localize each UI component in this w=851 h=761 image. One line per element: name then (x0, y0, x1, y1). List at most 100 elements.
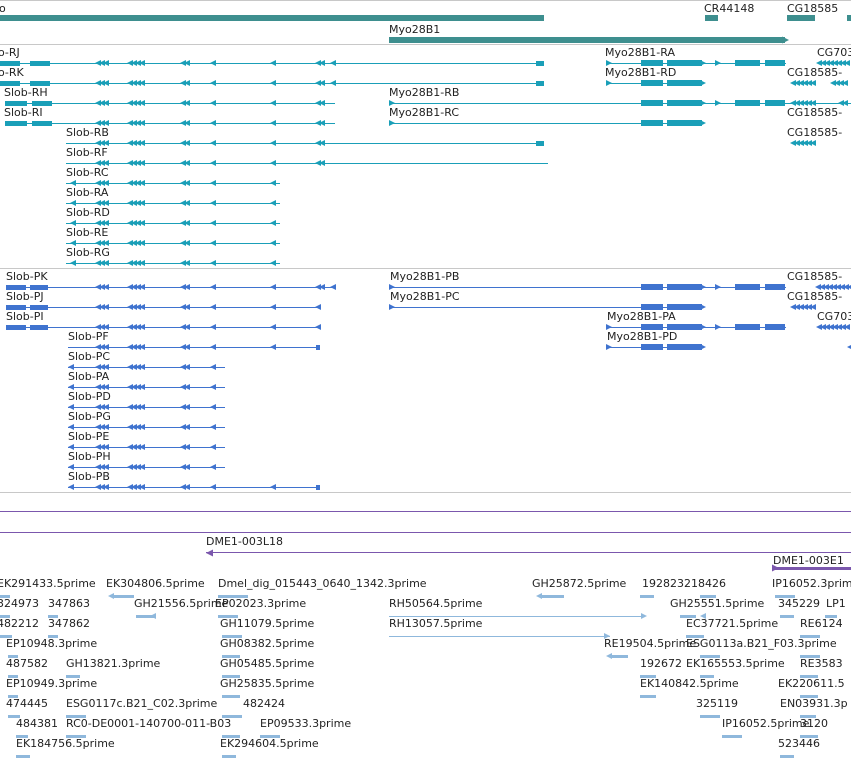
transcript-label[interactable]: Slob-RF (66, 146, 108, 159)
transcript-label[interactable]: Slob-RB (66, 126, 109, 139)
est-label[interactable]: EK140842.5prime (640, 677, 739, 690)
est-label[interactable]: 324973 (0, 597, 39, 610)
transcript-label[interactable]: Slob-RC (66, 166, 109, 179)
est-label[interactable]: EK304806.5prime (106, 577, 205, 590)
est-label[interactable]: 523446 (778, 737, 820, 750)
est-label[interactable]: LP1 (826, 597, 846, 610)
transcript-label[interactable]: Slob-RD (66, 206, 110, 219)
est-label[interactable]: RH13057.5prime (389, 617, 483, 630)
transcript-label[interactable]: Slob-PF (68, 330, 109, 343)
transcript-label[interactable]: o-RJ (0, 46, 20, 59)
transcript-label[interactable]: Myo28B1-RA (605, 46, 675, 59)
est-label[interactable]: 484381 (16, 717, 58, 730)
est-label[interactable]: EC37721.5prime (686, 617, 779, 630)
est-label[interactable]: ESG0117c.B21_C02.3prime (66, 697, 218, 710)
est-label[interactable]: 345229 (778, 597, 820, 610)
est-label[interactable]: 482424 (243, 697, 285, 710)
transcript-label[interactable]: Slob-PC (68, 350, 111, 363)
transcript-label[interactable]: Slob-RH (4, 86, 48, 99)
est-label[interactable]: EK294604.5prime (220, 737, 319, 750)
gene-label-myo28b1[interactable]: Myo28B1 (389, 23, 441, 36)
est-label[interactable]: EP10948.3prime (6, 637, 98, 650)
transcript-label[interactable]: Slob-PH (68, 450, 111, 463)
est-label[interactable]: 218426 (684, 577, 726, 590)
strand-arrow-icon (127, 364, 133, 370)
transcript-label[interactable]: Slob-RE (66, 226, 109, 239)
est-label[interactable]: EK291433.5prime (0, 577, 96, 590)
strand-arrow-icon (794, 140, 800, 146)
transcript-label[interactable]: Slob-PD (68, 390, 111, 403)
transcript-label[interactable]: Slob-PE (68, 430, 110, 443)
transcript-label[interactable]: CG18585- (787, 106, 843, 119)
est-label[interactable]: 325119 (696, 697, 738, 710)
transcript-label[interactable]: CG18585- (787, 126, 843, 139)
transcript-label[interactable]: CG18585- (787, 66, 843, 79)
transcript-label[interactable]: Slob-PI (6, 310, 44, 323)
strand-arrow-icon (135, 284, 141, 290)
est-label[interactable]: GH25835.5prime (220, 677, 315, 690)
est-label[interactable]: 474445 (6, 697, 48, 710)
transcript-label[interactable]: Slob-PA (68, 370, 110, 383)
est-label[interactable]: EP09533.3prime (260, 717, 352, 730)
est-label[interactable]: 192672 (640, 657, 682, 670)
transcript-label[interactable]: Myo28B1-PA (607, 310, 676, 323)
transcript-label[interactable]: Myo28B1-RC (389, 106, 460, 119)
est-label[interactable]: GH21556.5prime (134, 597, 229, 610)
est-label[interactable]: 487582 (6, 657, 48, 670)
est-label[interactable]: ESG0113a.B21_F03.3prime (686, 637, 837, 650)
transcript-label[interactable]: Slob-PB (68, 470, 110, 483)
transcript-label[interactable]: Myo28B1-PC (390, 290, 460, 303)
transcript-label[interactable]: CG703 (817, 46, 851, 59)
est-label[interactable]: RE6124 (800, 617, 843, 630)
est-label[interactable]: EK165553.5prime (686, 657, 785, 670)
est-label[interactable]: EP02023.3prime (215, 597, 307, 610)
est-label[interactable]: RH50564.5prime (389, 597, 483, 610)
transcript-label[interactable]: Slob-PG (68, 410, 111, 423)
est-label[interactable]: 192823 (642, 577, 684, 590)
est-label[interactable]: EK184756.5prime (16, 737, 115, 750)
strand-arrow-icon (210, 260, 216, 266)
est-label[interactable]: EP10949.3prime (6, 677, 98, 690)
transcript-label[interactable]: Slob-RI (4, 106, 43, 119)
gene-bar-myo28b1 (389, 37, 785, 43)
est-label[interactable]: GH13821.3prime (66, 657, 161, 670)
est-label[interactable]: GH05485.5prime (220, 657, 315, 670)
transcript-label[interactable]: Slob-RG (66, 246, 110, 259)
est-label[interactable]: EN03931.3p (780, 697, 848, 710)
transcript-label[interactable]: CG18585- (787, 290, 843, 303)
strand-arrow-icon (95, 80, 101, 86)
clone-label[interactable]: DME1-003L18 (206, 535, 283, 548)
gene-label-cg18585[interactable]: CG18585 (787, 2, 839, 15)
est-bar (0, 635, 12, 638)
est-label[interactable]: EK220611.5 (778, 677, 845, 690)
exon-block (765, 284, 785, 290)
est-label[interactable]: GH25872.5prime (532, 577, 627, 590)
transcript-label[interactable]: Myo28B1-RB (389, 86, 460, 99)
est-label[interactable]: 3120 (800, 717, 828, 730)
est-label[interactable]: 482212 (0, 617, 39, 630)
est-label[interactable]: 347863 (48, 597, 90, 610)
transcript-label[interactable]: Slob-PJ (6, 290, 44, 303)
est-label[interactable]: GH11079.5prime (220, 617, 315, 630)
est-label[interactable]: GH25551.5prime (670, 597, 765, 610)
est-label[interactable]: IP16052.5prime (722, 717, 810, 730)
est-label[interactable]: RC0-DE0001-140700-011-B03 (66, 717, 232, 730)
transcript-label[interactable]: CG18585- (787, 270, 843, 283)
transcript-label[interactable]: Slob-RA (66, 186, 109, 199)
est-label[interactable]: Dmel_dig_015443_0640_1342.3prime (218, 577, 427, 590)
gene-label-cr44148[interactable]: CR44148 (704, 2, 755, 15)
transcript-label[interactable]: o-RK (0, 66, 24, 79)
gene-label-slob[interactable]: o (0, 2, 6, 15)
transcript-label[interactable]: Slob-PK (6, 270, 48, 283)
transcript-label[interactable]: Myo28B1-PB (390, 270, 460, 283)
est-label[interactable]: RE3583 (800, 657, 843, 670)
est-label[interactable]: RE19504.5prime (604, 637, 697, 650)
est-label[interactable]: IP16052.3prime (772, 577, 851, 590)
clone-label[interactable]: DME1-003E1 (773, 554, 844, 567)
est-label[interactable]: GH08382.5prime (220, 637, 315, 650)
transcript-label[interactable]: Myo28B1-RD (605, 66, 677, 79)
transcript-label[interactable]: CG703 (817, 310, 851, 323)
transcript-label[interactable]: Myo28B1-PD (607, 330, 678, 343)
est-label[interactable]: 347862 (48, 617, 90, 630)
